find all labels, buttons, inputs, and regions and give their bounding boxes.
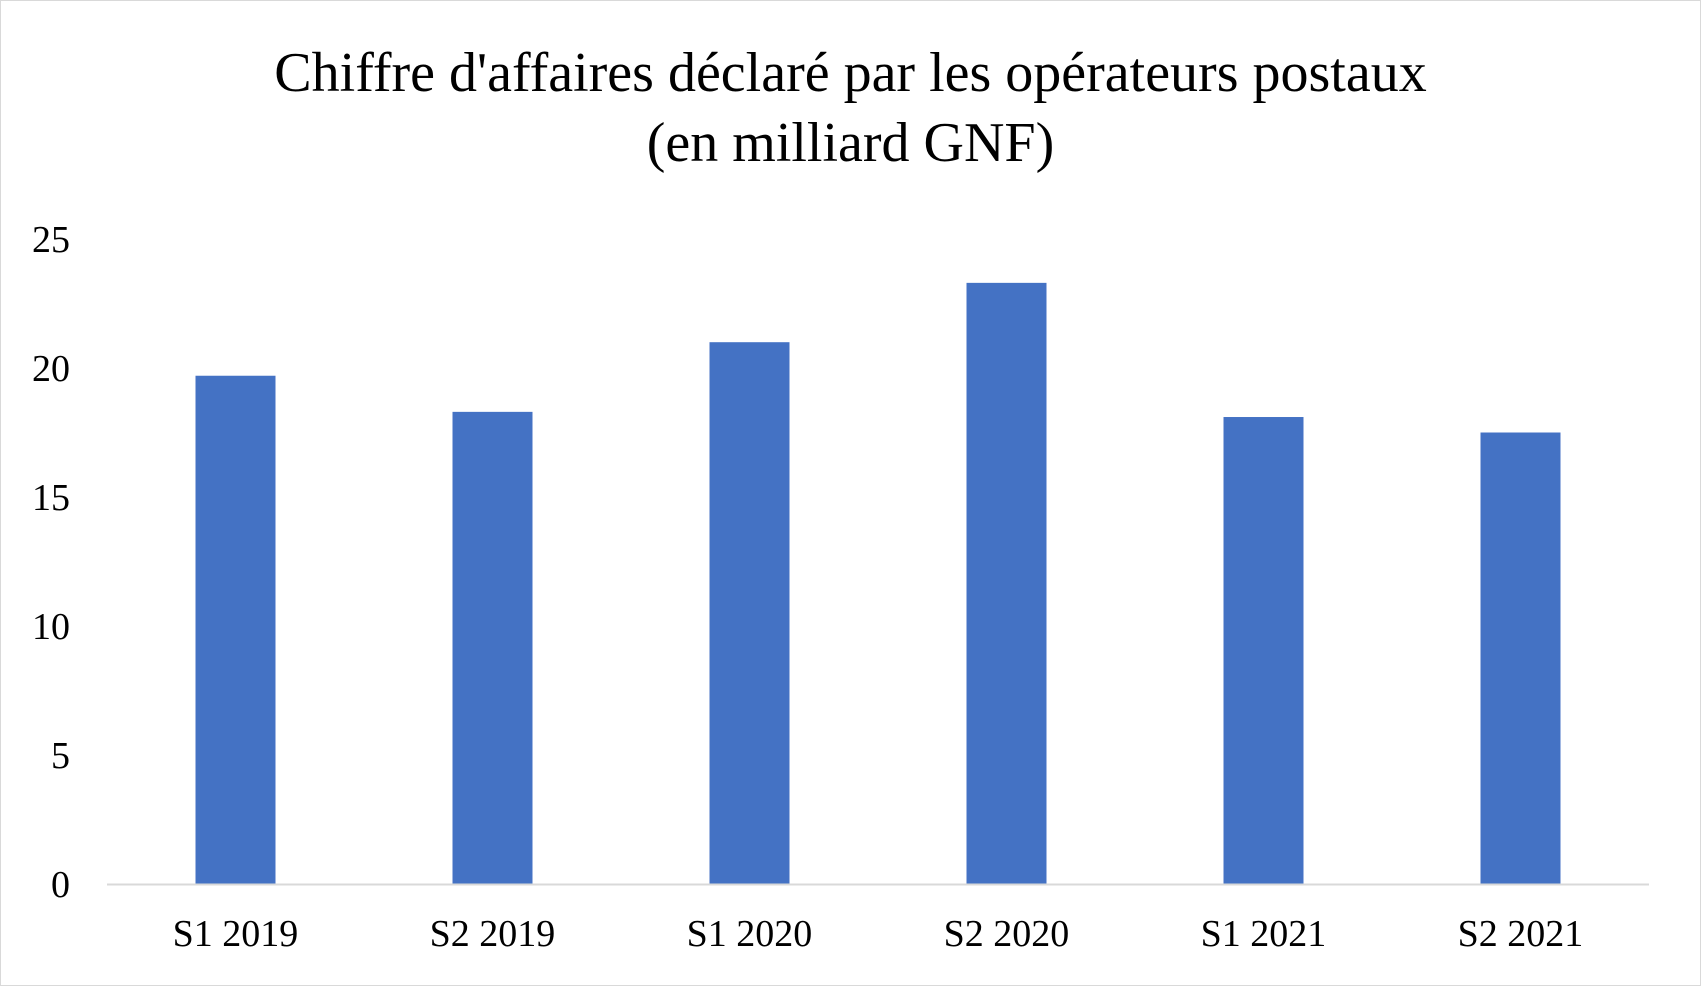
- chart-title-block: Chiffre d'affaires déclaré par les opéra…: [0, 38, 1701, 178]
- y-tick-label: 25: [32, 219, 70, 261]
- y-tick-label: 5: [51, 735, 70, 777]
- bars: [195, 282, 1561, 884]
- bar: [1223, 417, 1304, 884]
- x-tick-label: S1 2019: [173, 913, 299, 955]
- bar: [709, 342, 790, 884]
- bar: [452, 411, 533, 884]
- x-tick-label: S2 2021: [1458, 913, 1584, 955]
- chart-subtitle: (en milliard GNF): [646, 112, 1055, 174]
- x-tick-label: S2 2020: [944, 913, 1070, 955]
- y-tick-label: 10: [32, 606, 70, 648]
- y-axis-ticks: 0 5 10 15 20 25: [32, 219, 70, 906]
- y-tick-label: 0: [51, 864, 70, 906]
- bar: [195, 375, 276, 884]
- bar: [966, 282, 1047, 884]
- x-axis-ticks: S1 2019 S2 2019 S1 2020 S2 2020 S1 2021 S2 20…: [173, 913, 1584, 955]
- x-tick-label: S1 2021: [1201, 913, 1327, 955]
- chart-title: Chiffre d'affaires déclaré par les opéra…: [274, 42, 1427, 104]
- x-tick-label: S2 2019: [430, 913, 556, 955]
- bar: [1480, 432, 1561, 884]
- x-tick-label: S1 2020: [687, 913, 813, 955]
- y-tick-label: 20: [32, 348, 70, 390]
- y-tick-label: 15: [32, 477, 70, 519]
